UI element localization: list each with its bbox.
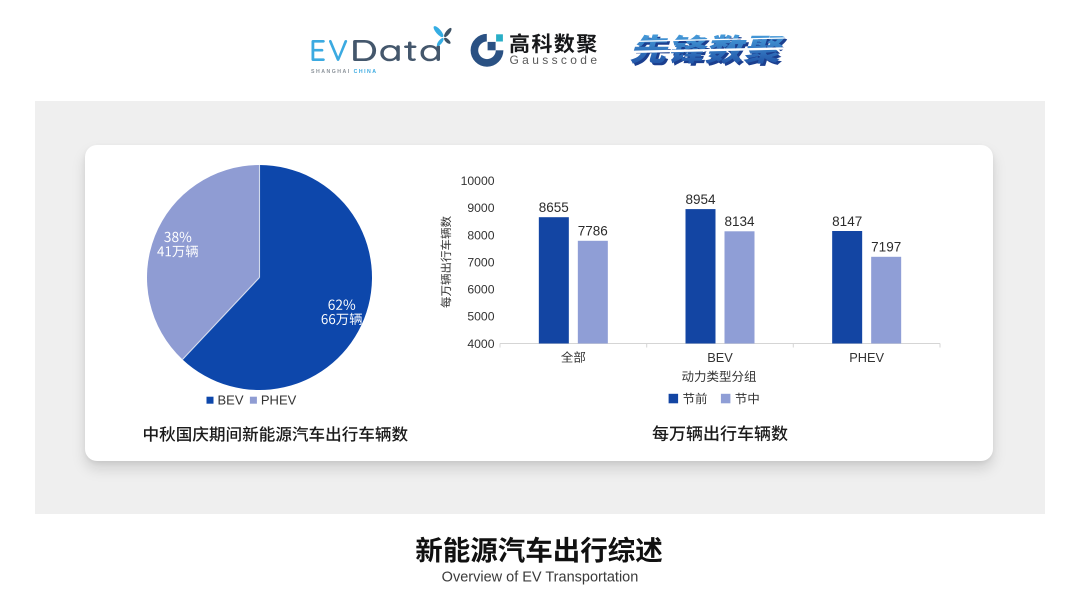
svg-text:5000: 5000 <box>467 310 494 324</box>
svg-text:8000: 8000 <box>467 228 494 242</box>
svg-text:4000: 4000 <box>467 337 494 351</box>
svg-text:8147: 8147 <box>832 214 862 229</box>
svg-text:BEV: BEV <box>707 350 733 365</box>
svg-text:PHEV: PHEV <box>261 393 297 408</box>
svg-text:7786: 7786 <box>578 224 608 239</box>
svg-text:8655: 8655 <box>539 200 569 215</box>
svg-text:BEV: BEV <box>218 393 244 408</box>
svg-text:6000: 6000 <box>467 283 494 297</box>
svg-text:7000: 7000 <box>467 255 494 269</box>
svg-text:9000: 9000 <box>467 201 494 215</box>
svg-text:8134: 8134 <box>724 214 755 229</box>
svg-text:Gausscode: Gausscode <box>510 53 601 67</box>
svg-text:10000: 10000 <box>461 174 495 188</box>
svg-text:PHEV: PHEV <box>849 350 884 365</box>
svg-text:SHANGHAI CHINA: SHANGHAI CHINA <box>311 69 378 75</box>
svg-text:7197: 7197 <box>871 240 901 255</box>
svg-text:Overview of EV Transportation: Overview of EV Transportation <box>442 570 639 586</box>
svg-text:8954: 8954 <box>685 192 716 207</box>
